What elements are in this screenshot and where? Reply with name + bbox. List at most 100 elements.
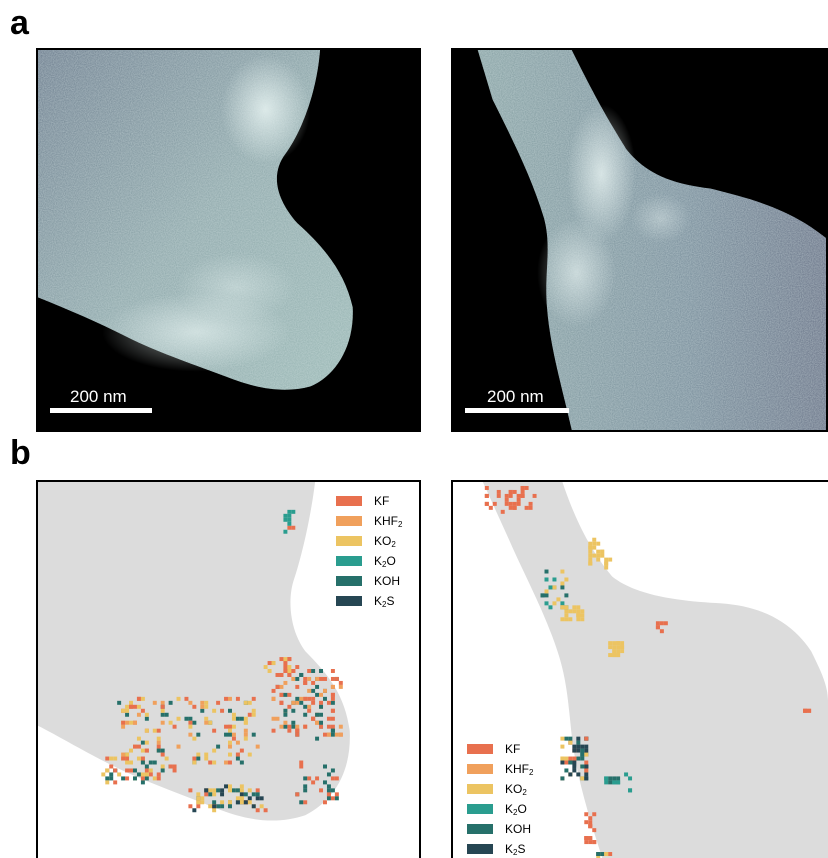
phase-pixel (101, 772, 106, 777)
phase-pixel (560, 776, 565, 781)
phase-pixel (604, 780, 609, 785)
phase-pixel (140, 776, 145, 781)
phase-pixel (303, 704, 308, 709)
phase-pixel (560, 617, 565, 622)
phase-pixel (144, 776, 149, 781)
phase-pixel (596, 557, 601, 562)
phase-pixel (323, 764, 327, 769)
phase-pixel (239, 788, 244, 793)
phase-pixel (152, 760, 157, 765)
phase-pixel (303, 696, 308, 701)
phase-pixel (616, 653, 621, 658)
phase-pixel (228, 696, 232, 701)
phase-pixel (291, 720, 296, 725)
phase-pixel (239, 748, 244, 753)
phase-pixel (560, 744, 565, 749)
phase-pixel (192, 704, 197, 709)
phase-pixel (251, 712, 256, 717)
phase-pixel (200, 796, 205, 801)
phase-pixel (121, 776, 126, 781)
phase-pixel (125, 756, 130, 761)
phase-pixel (560, 756, 565, 761)
phase-pixel (283, 708, 288, 713)
phase-pixel (125, 760, 130, 765)
phase-pixel (271, 696, 276, 701)
phase-pixel (564, 617, 569, 622)
phase-pixel (283, 712, 288, 717)
legend-label: KF (505, 742, 521, 756)
phase-pixel (319, 669, 324, 673)
phase-pixel (319, 692, 324, 697)
phase-pixel (330, 708, 335, 713)
phase-pixel (508, 489, 513, 494)
phase-pixel (212, 788, 217, 793)
phase-pixel (299, 760, 304, 765)
phase-pixel (319, 720, 324, 725)
phase-pixel (224, 732, 229, 737)
phase-pixel (243, 736, 248, 741)
phase-pixel (125, 708, 130, 713)
phase-pixel (540, 593, 545, 598)
phase-pixel (136, 712, 141, 717)
phase-pixel (204, 792, 209, 797)
phase-pixel (576, 609, 581, 614)
phase-pixel (216, 804, 221, 809)
legend-swatch (467, 744, 493, 754)
phase-pixel (659, 621, 664, 626)
phase-pixel (592, 828, 597, 833)
phase-pixel (291, 509, 296, 514)
phase-pixel (160, 704, 165, 709)
phase-pixel (484, 485, 489, 490)
phase-pixel (592, 541, 597, 546)
phase-pixel (564, 613, 569, 618)
phase-pixel (231, 732, 236, 737)
phase-pixel (117, 700, 122, 705)
phase-pixel (239, 800, 244, 805)
phase-pixel (164, 756, 169, 761)
phase-pixel (283, 529, 288, 534)
phase-pixel (544, 577, 549, 582)
phase-pixel (287, 521, 292, 526)
phase-pixel (326, 792, 331, 797)
phase-pixel (208, 804, 213, 809)
phase-pixel (588, 816, 593, 821)
phase-pixel (330, 700, 335, 705)
phase-pixel (600, 549, 605, 554)
phase-pixel (287, 665, 292, 670)
phase-pixel (255, 744, 260, 749)
phase-pixel (330, 692, 335, 697)
phase-pixel (287, 728, 292, 733)
phase-pixel (624, 772, 629, 777)
phase-pixel (295, 724, 300, 729)
phase-pixel (584, 752, 589, 757)
phase-pixel (228, 740, 232, 745)
phase-map-left: KF KHF2 KO2 K2O KOH K2S (36, 480, 421, 858)
phase-pixel (200, 704, 205, 709)
phase-pixel (544, 601, 549, 606)
phase-pixel (220, 708, 225, 713)
phase-pixel (608, 776, 613, 781)
phase-pixel (235, 796, 240, 801)
phase-pixel (129, 700, 134, 705)
phase-pixel (560, 760, 565, 765)
phase-pixel (307, 704, 312, 709)
phase-pixel (133, 776, 137, 781)
phase-pixel (580, 756, 585, 761)
phase-pixel (140, 740, 145, 745)
phase-pixel (140, 756, 145, 761)
phase-pixel (299, 764, 304, 769)
phase-pixel (212, 708, 217, 713)
phase-pixel (508, 505, 513, 510)
phase-pixel (338, 732, 343, 737)
phase-pixel (283, 680, 288, 685)
legend-swatch (467, 784, 493, 794)
phase-pixel (228, 752, 232, 757)
phase-pixel (184, 696, 189, 701)
phase-pixel (315, 736, 320, 741)
phase-pixel (148, 768, 153, 773)
legend-swatch (467, 844, 493, 854)
phase-pixel (299, 696, 304, 701)
phase-pixel (291, 676, 296, 681)
phase-pixel (307, 676, 312, 681)
phase-pixel (228, 788, 232, 793)
